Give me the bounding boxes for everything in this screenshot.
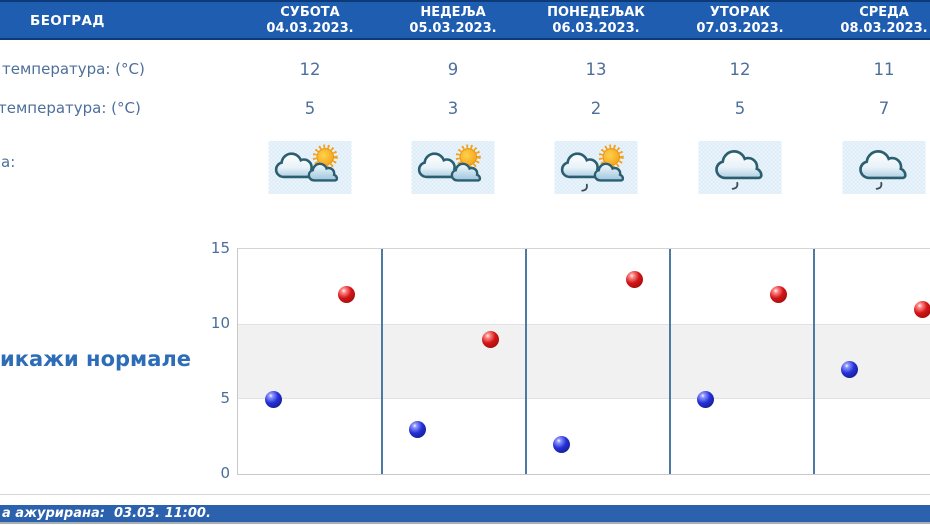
max-temp-dot: [338, 285, 355, 303]
min-temp-dot: [265, 390, 282, 408]
min-temp-dot: [697, 390, 714, 408]
day-name: СРЕДА: [859, 5, 909, 20]
weather-tile-3: [698, 141, 782, 194]
max-temp-row-label: температура: (°C): [2, 60, 145, 78]
weather-tile-0: [268, 141, 352, 194]
weather-tile-2: [554, 141, 638, 194]
temperature-chart: [237, 248, 930, 475]
y-axis-tick: 5: [220, 389, 230, 407]
max-temp-dot: [626, 270, 643, 288]
day-date: 05.03.2023.: [409, 21, 497, 36]
min-temp-value: 3: [447, 99, 459, 118]
day-name: ПОНЕДЕЉАК: [547, 5, 645, 20]
min-temp-value: 2: [590, 99, 602, 118]
cloudy-drizzle-icon: [846, 144, 922, 192]
max-temp-dot: [770, 285, 787, 303]
day-name: НЕДЕЉА: [420, 5, 486, 20]
min-temp-value: 7: [878, 99, 890, 118]
min-temp-dot: [409, 420, 426, 438]
max-temp-value: 11: [873, 60, 895, 79]
day-separator: [669, 249, 671, 474]
day-column-tuesday: УТОРАК 07.03.2023.: [660, 5, 820, 37]
day-column-wednesday: СРЕДА 08.03.2023.: [804, 5, 930, 37]
show-normals-link[interactable]: икажи нормале: [0, 347, 191, 371]
day-date: 04.03.2023.: [266, 21, 354, 36]
normals-band: [238, 324, 930, 399]
weather-row-label: а:: [1, 153, 16, 171]
footer-bar: а ажурирана: 03.03. 11:00.: [0, 505, 930, 524]
cloudy-sun-icon: [415, 144, 491, 192]
divider-line: [0, 494, 930, 495]
min-temp-value: 5: [734, 99, 746, 118]
cloudy-drizzle-icon: [702, 144, 778, 192]
y-axis-tick: 0: [220, 464, 230, 482]
header-bar: БЕОГРАД СУБОТА 04.03.2023. НЕДЕЉА 05.03.…: [0, 0, 930, 40]
max-temp-value: 12: [299, 60, 321, 79]
max-temp-value: 9: [447, 60, 459, 79]
weather-tile-1: [411, 141, 495, 194]
cloudy-sun-icon: [272, 144, 348, 192]
day-separator: [813, 249, 815, 474]
max-temp-dot: [482, 330, 499, 348]
weather-tile-4: [842, 141, 926, 194]
day-column-sunday: НЕДЕЉА 05.03.2023.: [373, 5, 533, 37]
day-separator: [525, 249, 527, 474]
cloudy-sun-drizzle-icon: [558, 144, 634, 192]
day-separator: [381, 249, 383, 474]
location-title: БЕОГРАД: [30, 13, 105, 29]
min-temp-dot: [841, 360, 858, 378]
min-temp-value: 5: [304, 99, 316, 118]
min-temp-dot: [553, 435, 570, 453]
max-temp-value: 12: [729, 60, 751, 79]
day-column-monday: ПОНЕДЕЉАК 06.03.2023.: [516, 5, 676, 37]
y-axis-tick: 10: [210, 314, 230, 332]
day-name: УТОРАК: [709, 5, 771, 20]
day-name: СУБОТА: [280, 5, 340, 20]
y-axis-tick: 15: [210, 239, 230, 257]
day-date: 08.03.2023.: [840, 21, 928, 36]
day-date: 07.03.2023.: [696, 21, 784, 36]
day-date: 06.03.2023.: [552, 21, 640, 36]
min-temp-row-label: температура: (°C): [0, 99, 141, 117]
max-temp-value: 13: [585, 60, 607, 79]
max-temp-dot: [914, 300, 930, 318]
footer-updated-text: а ажурирана: 03.03. 11:00.: [2, 506, 211, 521]
day-column-saturday: СУБОТА 04.03.2023.: [230, 5, 390, 37]
